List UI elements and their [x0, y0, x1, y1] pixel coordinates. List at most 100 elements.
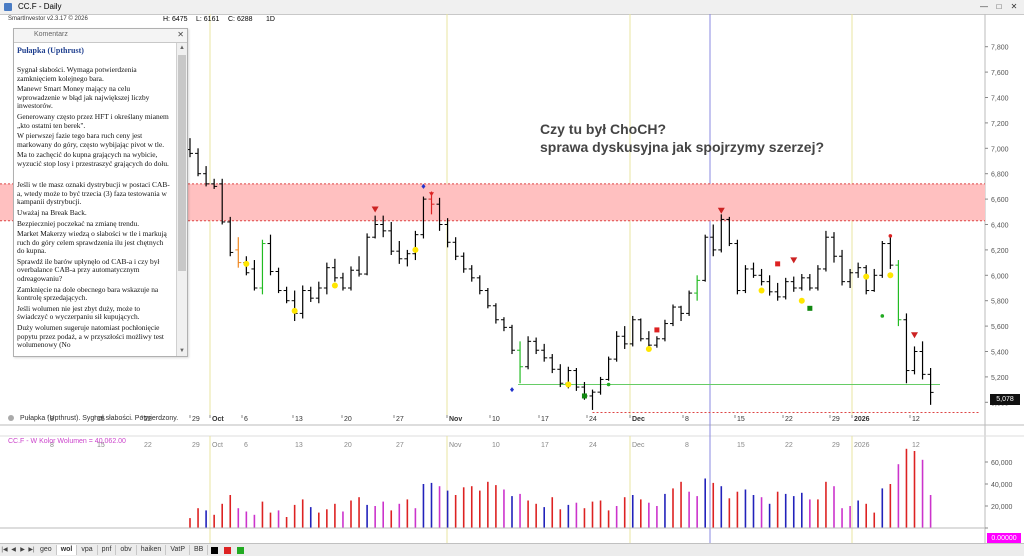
- price-axis-label: 6,800: [991, 172, 1009, 179]
- close-value: C: 6288: [228, 16, 253, 23]
- tab-VatP[interactable]: VatP: [166, 545, 190, 555]
- volume-axis-label: 20,000: [991, 504, 1013, 511]
- down-triangle-icon: [429, 192, 434, 197]
- comment-paragraph: W pierwszej fazie tego bara ruch ceny je…: [17, 131, 165, 149]
- volume-date-tick-label: 24: [589, 442, 597, 449]
- tab-geo[interactable]: geo: [36, 545, 57, 555]
- tab-pnf[interactable]: pnf: [98, 545, 117, 555]
- signal-dot: [758, 287, 765, 294]
- date-tick-label: 6: [244, 416, 248, 423]
- signal-dot: [412, 246, 419, 253]
- signal-dot: [863, 273, 870, 280]
- comment-paragraph: Jeśli wolumen nie jest zbyt duży, może t…: [17, 303, 141, 322]
- signal-dot: [798, 297, 805, 304]
- comment-paragraph: Zamknięcie na dole obecnego bara wskazuj…: [17, 284, 159, 303]
- interval-value: 1D: [266, 16, 275, 23]
- indicator-tabs: |◀ ◀ ▶ ▶| geo wol vpa pnf obv haiken VatP BB: [0, 543, 1024, 556]
- price-axis-label: 5,800: [991, 299, 1009, 306]
- window-title: CC.F - Daily: [18, 2, 62, 11]
- down-triangle-icon: [371, 206, 379, 213]
- volume-date-tick-label: 17: [541, 442, 549, 449]
- signal-status-text: Pułapka (Upthrust). Sygnał słabości. Pot…: [20, 415, 179, 422]
- diamond-icon: [421, 183, 426, 189]
- signal-dot: [565, 381, 572, 388]
- close-button[interactable]: ✕: [1010, 2, 1018, 11]
- volume-date-tick-label: Nov: [449, 442, 462, 449]
- volume-date-tick-label: Dec: [632, 442, 645, 449]
- signal-status: Pułapka (Upthrust). Sygnał słabości. Pot…: [8, 415, 178, 422]
- maximize-button[interactable]: □: [996, 2, 1002, 11]
- app-icon: [4, 3, 12, 11]
- tab-wol[interactable]: wol: [56, 545, 78, 555]
- close-icon[interactable]: ✕: [177, 30, 184, 39]
- price-axis-label: 6,600: [991, 197, 1009, 204]
- tab-vpa[interactable]: vpa: [77, 545, 98, 555]
- date-tick-label: 27: [396, 416, 404, 423]
- comment-paragraph: Bezpieczniej poczekać na zmianę trendu.: [17, 218, 140, 228]
- price-axis-label: 5,400: [991, 350, 1009, 357]
- window-controls: — □ ✕: [978, 1, 1020, 12]
- next-page-icon[interactable]: ▶: [20, 547, 25, 553]
- volume-date-tick-label: 6: [244, 442, 248, 449]
- color-swatch-icon[interactable]: [211, 546, 219, 554]
- scroll-up-icon[interactable]: ▲: [179, 45, 185, 51]
- low-value: L: 6161: [196, 16, 220, 23]
- date-tick-label: 24: [589, 416, 597, 423]
- color-swatch-icon[interactable]: [224, 546, 232, 554]
- status-icon: [8, 415, 14, 421]
- price-axis-label: 5,600: [991, 324, 1009, 331]
- comment-paragraph: Duży wolumen sugeruje natomiast pochłoni…: [17, 323, 164, 350]
- volume-date-tick-label: 22: [785, 442, 793, 449]
- scroll-down-icon[interactable]: ▼: [179, 348, 185, 354]
- date-tick-label: 22: [785, 416, 793, 423]
- signal-dot: [888, 234, 893, 238]
- prev-page-icon[interactable]: ◀: [11, 547, 16, 553]
- signal-dot: [606, 382, 611, 387]
- first-page-icon[interactable]: |◀: [1, 547, 8, 553]
- price-axis-label: 6,200: [991, 248, 1009, 255]
- comment-panel-header-title: Komentarz: [34, 31, 68, 38]
- comment-paragraph: [17, 171, 172, 180]
- comment-paragraph: Manewr Smart Money mający na celu wprowa…: [17, 84, 150, 111]
- signal-square: [807, 305, 813, 311]
- volume-date-tick-label: 12: [912, 442, 920, 449]
- volume-date-tick-label: 13: [295, 442, 303, 449]
- last-page-icon[interactable]: ▶|: [28, 547, 35, 553]
- volume-date-tick-label: 22: [144, 442, 152, 449]
- price-axis-label: 5,200: [991, 375, 1009, 382]
- volume-label: CC.F - W Kolor Wolumen = 40,062.00: [8, 438, 126, 445]
- comment-panel[interactable]: Komentarz ✕ Pułapka (Upthrust) Sygnał sł…: [13, 28, 188, 357]
- date-tick-label: 29: [192, 416, 200, 423]
- date-tick-label: 15: [737, 416, 745, 423]
- date-tick-label: 17: [541, 416, 549, 423]
- comment-paragraph: Generowany często przez HFT i określany …: [17, 111, 169, 130]
- volume-date-tick-label: 8: [685, 442, 689, 449]
- signal-dot: [887, 272, 894, 279]
- date-tick-label: Nov: [449, 416, 462, 423]
- volume-date-tick-label: 15: [97, 442, 105, 449]
- price-axis-label: 6,000: [991, 273, 1009, 280]
- minimize-button[interactable]: —: [980, 2, 988, 11]
- down-triangle-icon: [911, 332, 918, 339]
- tab-BB[interactable]: BB: [190, 545, 209, 555]
- price-axis-label: 7,600: [991, 70, 1009, 77]
- volume-date-tick-label: 29: [832, 442, 840, 449]
- price-axis-label: 7,000: [991, 146, 1009, 153]
- color-swatch-icon[interactable]: [237, 546, 245, 554]
- volume-date-tick-label: 8: [50, 442, 54, 449]
- comment-title: Pułapka (Upthrust): [17, 46, 84, 55]
- scroll-thumb[interactable]: [178, 55, 186, 271]
- comment-scrollbar[interactable]: ▲ ▼: [176, 43, 187, 356]
- diamond-icon: [510, 387, 514, 393]
- signal-dot: [880, 314, 885, 318]
- comment-paragraph: Uważaj na Break Back.: [17, 207, 87, 217]
- high-value: H: 6475: [163, 16, 188, 23]
- date-tick-label: 22: [144, 416, 152, 423]
- tab-haiken[interactable]: haiken: [137, 545, 167, 555]
- tab-obv[interactable]: obv: [116, 545, 137, 555]
- date-tick-label: 12: [912, 416, 920, 423]
- date-tick-label: 15: [97, 416, 105, 423]
- comment-panel-header: Komentarz ✕: [14, 29, 187, 43]
- comment-paragraph: Ma to zachęcić do kupna grających na wyb…: [17, 150, 169, 168]
- signal-square: [581, 393, 587, 399]
